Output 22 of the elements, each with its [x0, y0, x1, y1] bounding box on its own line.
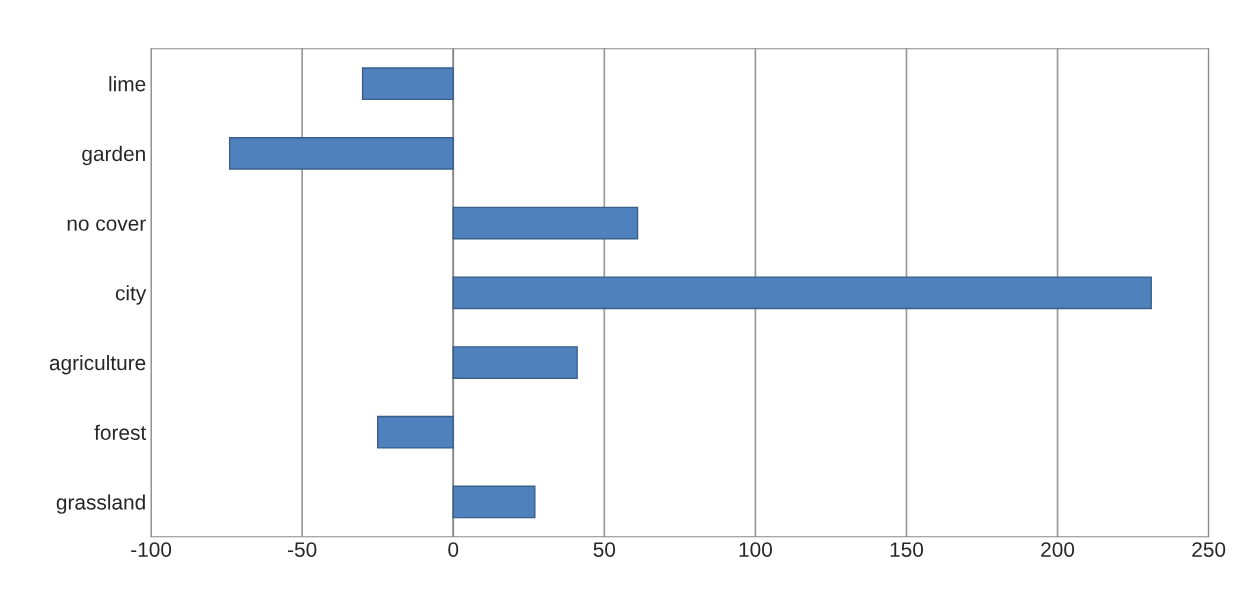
y-tick-label: forest [94, 424, 147, 440]
bar [361, 67, 454, 101]
y-tick-label: city [115, 285, 147, 305]
x-tick-label: 100 [739, 542, 772, 557]
x-tick-label: -100 [131, 542, 172, 557]
x-tick-label: 150 [890, 542, 924, 557]
x-tick-label: -50 [288, 542, 317, 557]
y-tick-label: grassland [56, 494, 145, 514]
bar [452, 346, 578, 379]
y-tick-label: garden [82, 145, 145, 166]
bar [452, 206, 639, 240]
x-tick-label: 50 [593, 542, 616, 557]
y-tick-label: no cover [67, 219, 146, 231]
x-tick-label: 200 [1041, 542, 1075, 557]
bar [377, 415, 454, 449]
x-tick-label: 250 [1192, 542, 1226, 557]
bar [228, 136, 454, 170]
y-tick-label: lime [109, 76, 146, 92]
bar [452, 485, 536, 519]
bar [452, 276, 1152, 310]
x-tick-label: 0 [448, 542, 459, 557]
y-tick-label: agriculture [49, 354, 146, 375]
